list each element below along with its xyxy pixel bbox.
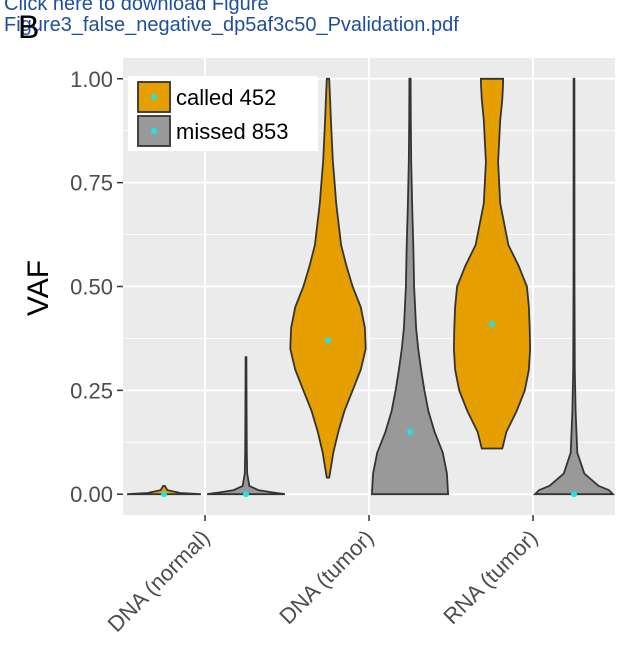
legend-dot bbox=[151, 94, 157, 100]
download-link[interactable]: Click here to download Figure bbox=[4, 0, 269, 15]
y-tick-label: 0.25 bbox=[70, 378, 113, 403]
panel-letter: B bbox=[18, 9, 39, 45]
violin bbox=[127, 485, 201, 496]
median-point bbox=[161, 491, 167, 498]
violin bbox=[532, 77, 616, 496]
legend: called 452 missed 853 bbox=[128, 76, 318, 151]
x-tick-label: DNA (normal) bbox=[103, 525, 215, 637]
y-tick-label: 0.75 bbox=[70, 171, 113, 196]
legend-label: missed 853 bbox=[176, 119, 289, 144]
legend-label: called 452 bbox=[176, 85, 276, 110]
median-point bbox=[489, 320, 495, 327]
median-point bbox=[407, 428, 413, 435]
x-tick-label: RNA (tumor) bbox=[438, 525, 542, 629]
y-tick-label: 0.50 bbox=[70, 275, 113, 300]
legend-dot bbox=[151, 128, 157, 134]
violin bbox=[206, 356, 286, 496]
median-point bbox=[325, 337, 331, 344]
y-tick-label: 1.00 bbox=[70, 67, 113, 92]
median-point bbox=[571, 491, 577, 498]
violin bbox=[452, 77, 532, 450]
download-link[interactable]: Figure3_false_negative_dp5af3c50_Pvalida… bbox=[4, 14, 459, 36]
y-tick-label: 0.00 bbox=[70, 482, 113, 507]
x-tick-label: DNA (tumor) bbox=[274, 525, 378, 629]
y-axis-label: VAF bbox=[22, 260, 55, 316]
median-point bbox=[243, 491, 249, 498]
violin bbox=[370, 77, 450, 496]
violin bbox=[289, 77, 367, 479]
